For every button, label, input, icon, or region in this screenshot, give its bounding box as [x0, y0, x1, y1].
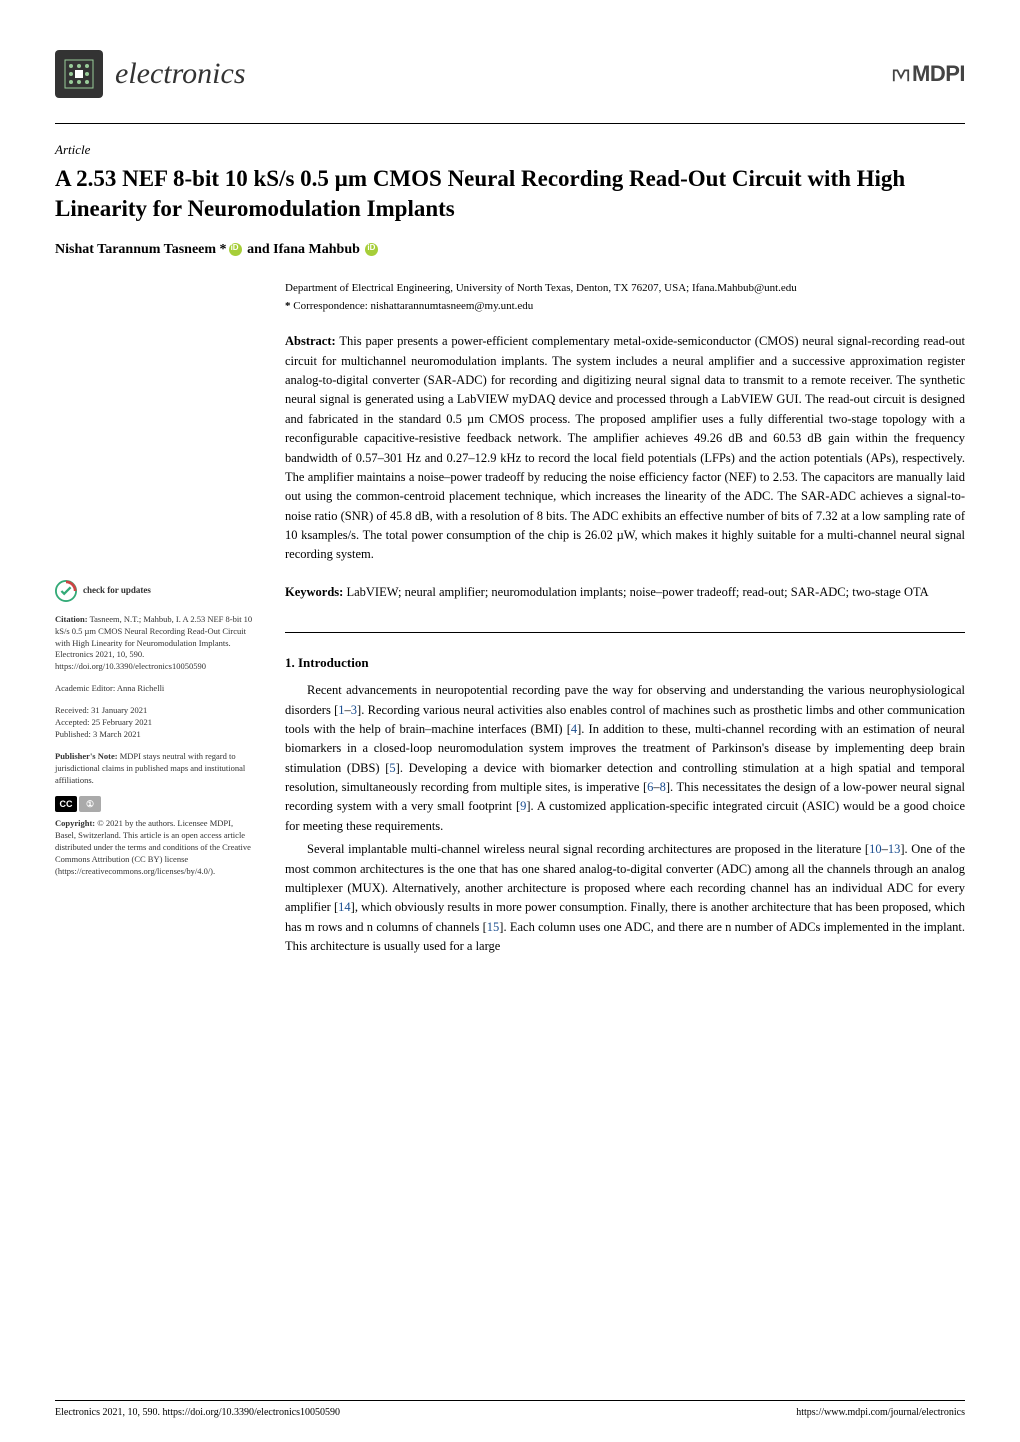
footer-left: Electronics 2021, 10, 590. https://doi.o…: [55, 1407, 340, 1418]
check-updates-icon: [55, 580, 77, 602]
cc-license-badge[interactable]: CC ①: [55, 796, 255, 812]
corr-text: Correspondence: nishattarannumtasneem@my…: [291, 300, 534, 312]
section-1-heading: 1. Introduction: [285, 655, 965, 671]
publishers-note: Publisher's Note: MDPI stays neutral wit…: [55, 751, 255, 787]
abstract-label: Abstract:: [285, 334, 336, 348]
header: electronics MDPI: [55, 50, 965, 98]
header-rule: [55, 123, 965, 124]
by-icon: ①: [79, 796, 101, 812]
author-2: and Ifana Mahbub: [244, 242, 364, 257]
authors-line: Nishat Tarannum Tasneem * and Ifana Mahb…: [55, 242, 965, 258]
citation-block: Citation: Tasneem, N.T.; Mahbub, I. A 2.…: [55, 614, 255, 673]
abstract: Abstract: This paper presents a power-ef…: [285, 332, 965, 565]
journal-logo-icon: [55, 50, 103, 98]
check-updates-label: check for updates: [83, 584, 151, 597]
received-date: Received: 31 January 2021: [55, 705, 147, 715]
editor-name: Anna Richelli: [117, 683, 164, 693]
cc-icon: CC: [55, 796, 77, 812]
body-paragraph-2: Several implantable multi-channel wirele…: [285, 840, 965, 956]
keywords-text: LabVIEW; neural amplifier; neuromodulati…: [343, 585, 928, 599]
journal-brand: electronics: [55, 50, 246, 98]
ref-link[interactable]: 14: [338, 900, 351, 914]
publisher-name: MDPI: [912, 61, 965, 87]
author-1: Nishat Tarannum Tasneem *: [55, 242, 227, 257]
footer-right[interactable]: https://www.mdpi.com/journal/electronics: [796, 1407, 965, 1418]
copyright-label: Copyright:: [55, 818, 95, 828]
pubnote-label: Publisher's Note:: [55, 751, 118, 761]
keywords-label: Keywords:: [285, 585, 343, 599]
sidebar: check for updates Citation: Tasneem, N.T…: [55, 280, 255, 961]
editor-block: Academic Editor: Anna Richelli: [55, 683, 255, 695]
correspondence: * Correspondence: nishattarannumtasneem@…: [285, 300, 965, 312]
accepted-date: Accepted: 25 February 2021: [55, 717, 152, 727]
footer: Electronics 2021, 10, 590. https://doi.o…: [55, 1400, 965, 1418]
editor-label: Academic Editor:: [55, 683, 117, 693]
ref-link[interactable]: 13: [888, 842, 901, 856]
published-date: Published: 3 March 2021: [55, 729, 141, 739]
abstract-rule: [285, 632, 965, 633]
body-paragraph-1: Recent advancements in neuropotential re…: [285, 681, 965, 836]
journal-name: electronics: [115, 57, 246, 91]
copyright-block: Copyright: © 2021 by the authors. Licens…: [55, 818, 255, 877]
keywords: Keywords: LabVIEW; neural amplifier; neu…: [285, 583, 965, 602]
main-content: Department of Electrical Engineering, Un…: [285, 280, 965, 961]
ref-link[interactable]: 15: [487, 920, 500, 934]
abstract-text: This paper presents a power-efficient co…: [285, 334, 965, 561]
orcid-icon[interactable]: [229, 243, 242, 256]
affiliation: Department of Electrical Engineering, Un…: [285, 280, 965, 297]
check-updates[interactable]: check for updates: [55, 580, 255, 602]
publisher-logo: MDPI: [892, 61, 965, 87]
article-title: A 2.53 NEF 8-bit 10 kS/s 0.5 µm CMOS Neu…: [55, 164, 965, 224]
orcid-icon[interactable]: [365, 243, 378, 256]
ref-link[interactable]: 10: [869, 842, 882, 856]
citation-label: Citation:: [55, 614, 88, 624]
dates-block: Received: 31 January 2021 Accepted: 25 F…: [55, 705, 255, 741]
mdpi-icon: [892, 65, 910, 83]
article-type: Article: [55, 142, 965, 158]
